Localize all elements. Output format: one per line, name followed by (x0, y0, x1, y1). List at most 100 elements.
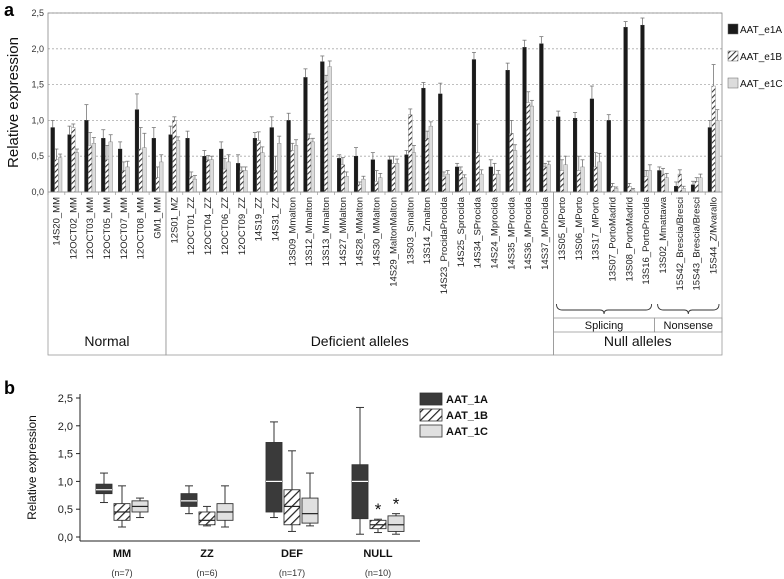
box (351, 464, 369, 520)
bar (492, 173, 497, 193)
legend-swatch (419, 392, 443, 406)
bar (168, 134, 173, 193)
bar (67, 134, 72, 193)
bar (337, 158, 342, 193)
bar (189, 176, 194, 193)
bar (260, 152, 265, 193)
bar (185, 138, 190, 193)
y-tick-label: 2,0 (58, 421, 73, 433)
bar (206, 159, 211, 193)
bar (310, 141, 315, 193)
bar (74, 152, 80, 193)
x-tick-label: 12S01_MZ (169, 197, 180, 244)
bar (252, 138, 257, 193)
bar (513, 150, 518, 193)
bar (647, 170, 652, 193)
bar (640, 24, 645, 193)
bar (243, 170, 248, 193)
x-category-label: NULL (363, 548, 393, 560)
bar (84, 120, 89, 193)
legend-swatch (727, 23, 739, 35)
bar (556, 116, 561, 193)
legend-swatch (419, 424, 443, 438)
x-tick-label: 12OCT03_MM (85, 197, 96, 259)
bar (573, 118, 578, 193)
box (387, 515, 405, 532)
bar (374, 181, 379, 193)
significance-star: * (375, 500, 382, 519)
plot-frame (47, 12, 723, 193)
bar (623, 27, 628, 193)
bar (711, 85, 716, 193)
bar (320, 61, 325, 193)
bar (125, 166, 130, 193)
box (180, 493, 198, 507)
bar (323, 80, 329, 193)
bar (108, 141, 113, 193)
panel-a-bar-chart: 0,0 0,5 1,0 1,5 2,0 2,5 Relative expression 14S… (5, 8, 783, 356)
bar (408, 114, 413, 193)
legend-label: AAT_e1A (740, 25, 782, 36)
x-tick-label: 13S16_PortoProcida (641, 196, 652, 284)
x-category-label: DEF (281, 548, 303, 560)
subgroup-label: Nonsense (664, 320, 714, 332)
bar (479, 173, 484, 193)
bar (421, 87, 426, 193)
x-tick-label: 13S14_Zmalton (422, 197, 433, 264)
bar (327, 66, 332, 193)
bar (496, 173, 501, 193)
bar (694, 181, 699, 193)
x-tick-label: 14S19_ZZ (254, 197, 265, 242)
x-tick-label: 13S09_Mmalton (287, 197, 298, 266)
y-axis-label: Relative expression (5, 37, 22, 168)
box (283, 489, 301, 526)
x-tick-label: 15S43_Brescia/Bresci (692, 197, 703, 290)
subgroup-frame (654, 317, 723, 333)
bar (209, 159, 214, 193)
bar (664, 177, 669, 193)
bar (256, 140, 261, 193)
legend-swatch (727, 77, 739, 89)
x-tick-label: 15S44_Z/Mvarallo (709, 197, 720, 274)
x-tick-label: 14S36_MProcida (523, 196, 534, 270)
bar (151, 138, 156, 193)
legend-swatch (727, 50, 739, 62)
x-tick-label: 14S35_MProcida (506, 196, 517, 270)
bar (104, 159, 110, 193)
x-category-n: (n=7) (111, 568, 132, 578)
bar (286, 120, 291, 193)
bar (202, 155, 207, 193)
bar (509, 133, 514, 193)
box (265, 442, 283, 513)
bar (88, 145, 93, 193)
bar (526, 102, 531, 193)
bar (273, 170, 278, 193)
bar (425, 138, 430, 193)
panel-a-label: a (4, 0, 15, 20)
bar (222, 168, 227, 193)
bar (172, 120, 177, 193)
x-tick-label: 13S05_MPorto (557, 197, 568, 260)
x-tick-label: 12OCT09_ZZ (237, 197, 248, 255)
bar (134, 109, 140, 193)
bar (627, 186, 632, 193)
y-tick-label: 2,0 (31, 44, 44, 54)
x-tick-label: 14S23_ProcidaProcida (439, 196, 450, 294)
bar (522, 47, 527, 193)
subgroup-brace (657, 303, 720, 315)
x-tick-label: 14S29_MaltonMalton (388, 197, 399, 287)
bar (543, 166, 548, 193)
bar (176, 140, 181, 193)
bar (290, 150, 295, 193)
x-category-n: (n=17) (279, 568, 305, 578)
legend-label: AAT_1A (446, 394, 488, 406)
x-tick-label: 12OCT02_MM (68, 197, 79, 259)
bar (657, 170, 662, 193)
bar (307, 138, 312, 193)
bar (155, 177, 160, 193)
bar (387, 159, 392, 193)
bar (277, 143, 282, 193)
bar (715, 120, 720, 193)
bar (698, 177, 703, 193)
